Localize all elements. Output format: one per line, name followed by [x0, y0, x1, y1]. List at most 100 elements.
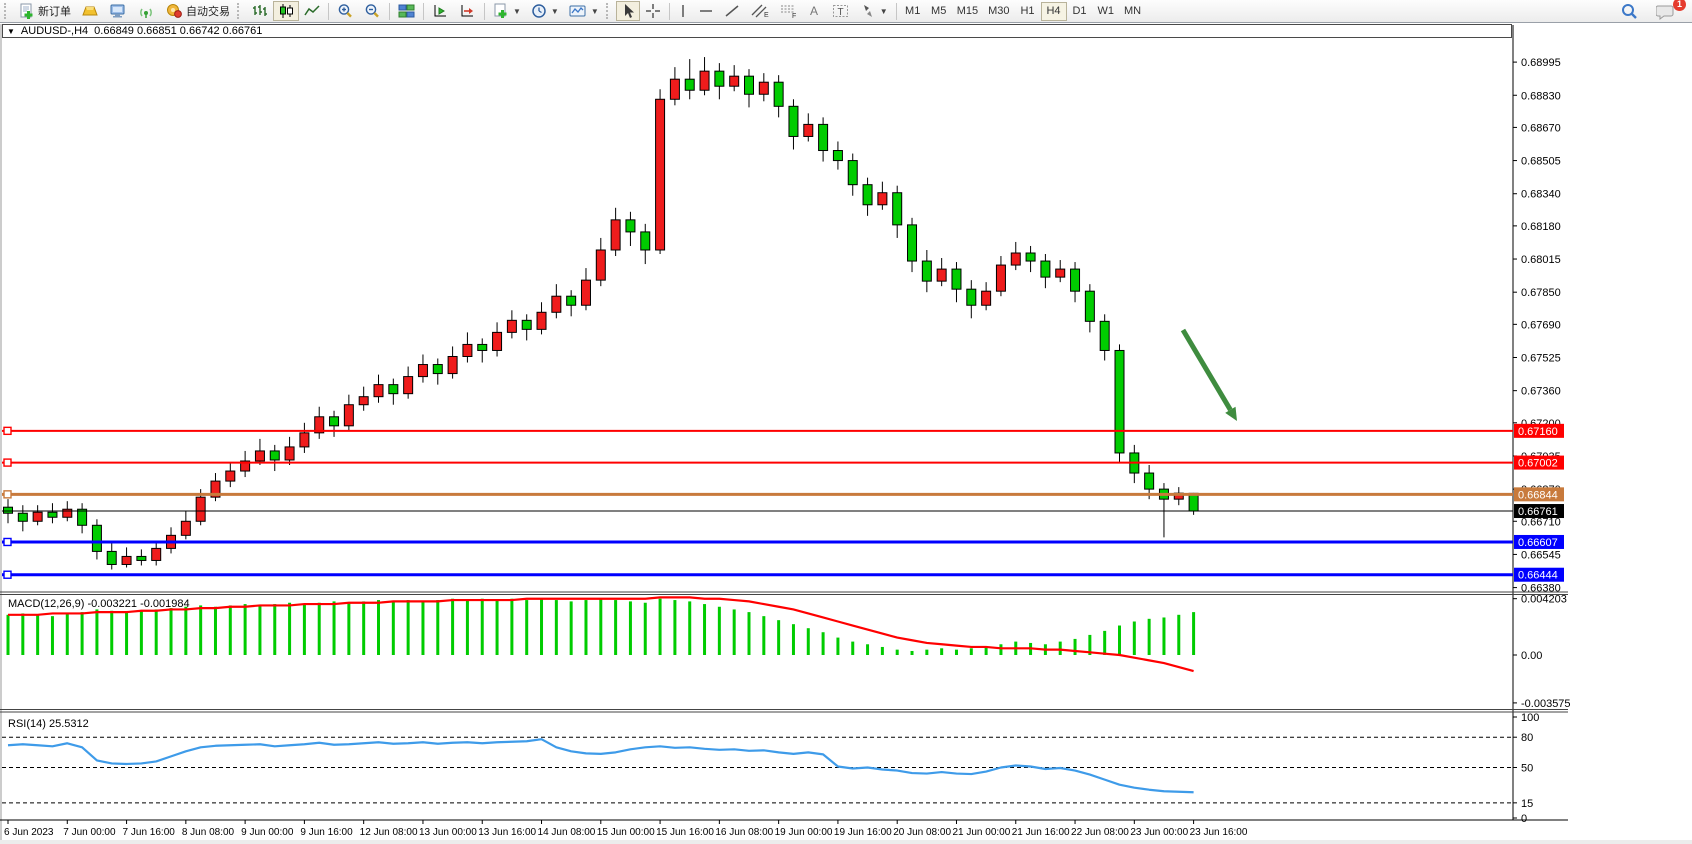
candle-body: [995, 264, 1006, 292]
candle-body: [91, 524, 102, 552]
line-anchor-handle[interactable]: [3, 490, 12, 499]
candle-body: [1084, 290, 1095, 322]
new-order-button[interactable]: 新订单: [14, 1, 76, 21]
text-button[interactable]: A: [803, 1, 827, 21]
price-axis-label: 0.66380: [1521, 583, 1561, 595]
candle-body: [17, 512, 28, 522]
macd-histogram-bar: [925, 649, 929, 655]
candle-body: [758, 81, 769, 95]
notifications-button[interactable]: 1: [1651, 0, 1686, 21]
time-axis-label: 15 Jun 00:00: [597, 827, 655, 838]
time-axis-label: 21 Jun 16:00: [1012, 827, 1070, 838]
new-chart-button[interactable]: ▼: [488, 1, 526, 21]
macd-histogram-bar: [806, 628, 810, 655]
templates-button[interactable]: ▼: [564, 1, 604, 21]
chart-symbol-label: AUDUSD-,H4: [20, 25, 89, 37]
timeframe-m30-button[interactable]: M30: [983, 2, 1014, 21]
chart-shift-button[interactable]: [427, 1, 454, 21]
macd-histogram-bar: [1192, 612, 1196, 655]
candle-body: [536, 311, 547, 330]
candle-body: [966, 288, 977, 306]
chat-bubble-icon: [1656, 3, 1675, 20]
chevron-down-icon: ▼: [550, 6, 559, 16]
search-button[interactable]: [1615, 1, 1643, 21]
auto-scroll-icon: [459, 3, 476, 19]
cursor-button[interactable]: [615, 1, 640, 21]
timeframe-h4-button[interactable]: H4: [1040, 1, 1067, 21]
macd-histogram-bar: [95, 609, 99, 655]
candle-body: [106, 550, 117, 565]
line-chart-button[interactable]: [299, 1, 325, 21]
candle-body: [314, 416, 325, 434]
rsi-axis-label: 15: [1521, 798, 1533, 810]
line-anchor-handle[interactable]: [3, 426, 12, 436]
signals-button[interactable]: [132, 1, 160, 21]
bar-chart-button[interactable]: [247, 1, 273, 21]
autotrading-button[interactable]: 自动交易: [160, 1, 235, 21]
horizontal-line-button[interactable]: [693, 1, 719, 21]
candle-body: [625, 219, 636, 233]
zoom-in-button[interactable]: [332, 1, 359, 21]
price-tag: [1514, 504, 1564, 519]
price-tag-label: 0.67002: [1518, 458, 1558, 470]
line-anchor-handle[interactable]: [3, 570, 12, 579]
timeframe-m15-button[interactable]: M15: [952, 2, 983, 21]
trendline-button[interactable]: [719, 1, 745, 21]
candle-body: [551, 295, 562, 313]
timeframe-w1-button[interactable]: W1: [1093, 2, 1120, 21]
equidistant-channel-button[interactable]: E: [745, 1, 774, 21]
chart-title-bar[interactable]: ▼ AUDUSD-,H4 0.66849 0.66851 0.66742 0.6…: [2, 24, 1512, 38]
candle-body: [907, 224, 918, 262]
channel-icon: E: [750, 3, 769, 19]
macd-axis-label: 0.004203: [1521, 594, 1567, 606]
macd-histogram-bar: [658, 598, 662, 655]
svg-text:T: T: [837, 7, 843, 18]
candle-body: [1114, 349, 1125, 454]
price-axis-label: 0.68670: [1521, 122, 1561, 134]
timeframe-m1-button[interactable]: M1: [900, 2, 926, 21]
auto-scroll-button[interactable]: [454, 1, 481, 21]
line-anchor-handle[interactable]: [3, 458, 12, 467]
candle-body: [818, 123, 829, 152]
line-anchor-handle[interactable]: [3, 537, 12, 547]
arrows-button[interactable]: ▼: [855, 1, 893, 21]
candle-body: [699, 70, 710, 91]
tile-windows-button[interactable]: [393, 1, 420, 21]
candle-body: [195, 496, 206, 522]
zoom-out-button[interactable]: [359, 1, 386, 21]
macd-histogram-bar: [1088, 634, 1092, 655]
fibonacci-button[interactable]: F: [774, 1, 803, 21]
candle-body: [1055, 268, 1066, 278]
period-clock-button[interactable]: ▼: [526, 1, 564, 21]
timeframe-d1-button[interactable]: D1: [1067, 2, 1093, 21]
toolbar-separator: [484, 2, 485, 20]
candlestick-chart-button[interactable]: [273, 1, 299, 21]
crosshair-button[interactable]: [640, 1, 666, 21]
cursor-icon: [621, 3, 635, 19]
toolbar-grip[interactable]: [605, 3, 613, 19]
toolbar-grip[interactable]: [4, 3, 11, 19]
timeframe-h1-button[interactable]: H1: [1015, 2, 1041, 21]
vertical-line-button[interactable]: [673, 1, 693, 21]
macd-histogram-bar: [347, 602, 351, 655]
text-label-button[interactable]: T: [827, 1, 855, 21]
price-tag: [1514, 423, 1564, 438]
macd-histogram-bar: [1147, 618, 1151, 655]
text-label-icon: T: [832, 3, 850, 19]
candle-body: [1025, 252, 1036, 262]
rsi-axis-label: 100: [1521, 712, 1539, 724]
trend-arrow-object[interactable]: [1180, 328, 1233, 412]
timeframe-m5-button[interactable]: M5: [926, 2, 952, 21]
status-strip: [0, 840, 1692, 844]
time-axis-label: 19 Jun 16:00: [834, 827, 892, 838]
timeframe-mn-button[interactable]: MN: [1119, 2, 1146, 21]
macd-histogram-bar: [258, 605, 262, 655]
macd-histogram-bar: [599, 598, 603, 655]
market-watch-button[interactable]: [76, 1, 104, 21]
navigator-button[interactable]: [104, 1, 132, 21]
price-tag-label: 0.66444: [1518, 570, 1558, 582]
line-chart-icon: [304, 3, 320, 19]
chart-menu-icon[interactable]: ▼: [7, 26, 15, 36]
toolbar-grip[interactable]: [237, 3, 244, 19]
